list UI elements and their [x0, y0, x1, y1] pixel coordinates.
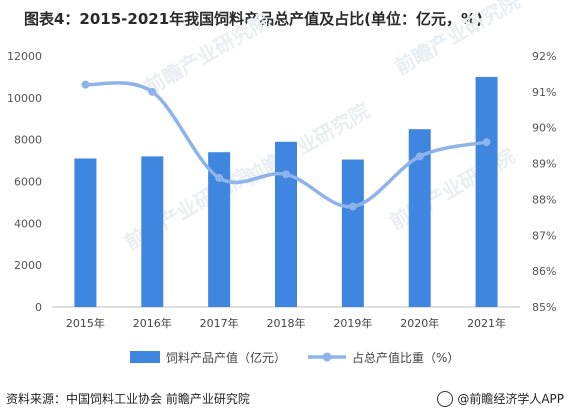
y-left-tick-label: 12000	[7, 50, 42, 63]
ratio-point-2021年	[482, 138, 491, 147]
bar-2021年	[475, 76, 498, 308]
bar-2017年	[208, 152, 231, 307]
y-right-tick-label: 91%	[532, 86, 556, 99]
x-tick-label: 2017年	[200, 316, 239, 330]
x-tick-label: 2021年	[467, 316, 506, 330]
bar-2020年	[408, 129, 431, 307]
watermark-text: 前瞻产业研究院	[141, 9, 274, 100]
bar-2016年	[141, 156, 164, 307]
bar-2019年	[341, 159, 364, 307]
y-right-tick-label: 92%	[532, 50, 556, 63]
y-left-tick-label: 6000	[14, 176, 42, 189]
y-right-tick-label: 89%	[532, 158, 556, 171]
source-note: 资料来源：中国饲料工业协会 前瞻产业研究院	[6, 392, 250, 406]
ratio-point-2020年	[415, 152, 424, 161]
x-tick-label: 2015年	[66, 316, 105, 330]
x-tick-label: 2018年	[267, 316, 306, 330]
bar-2018年	[275, 141, 297, 307]
legend-line-marker	[322, 352, 332, 362]
y-right-tick-label: 87%	[532, 229, 556, 242]
watermark-text: 前瞻产业研究院	[391, 0, 524, 79]
y-left-tick-label: 2000	[14, 259, 42, 272]
legend-bar-swatch	[130, 351, 160, 363]
y-right-tick-label: 90%	[532, 122, 556, 135]
ratio-point-2019年	[348, 202, 357, 211]
x-tick-label: 2019年	[333, 316, 372, 330]
x-tick-label: 2020年	[400, 316, 439, 330]
chart-title: 图表4：2015-2021年我国饲料产品总产值及占比(单位：亿元，%)	[24, 10, 483, 28]
y-left-tick-label: 10000	[7, 92, 42, 105]
y-right-tick-label: 85%	[532, 301, 556, 314]
y-left-tick-label: 4000	[14, 217, 42, 230]
ratio-point-2018年	[282, 170, 290, 179]
brand-text: @前瞻经济学人APP	[457, 392, 564, 406]
y-left-tick-label: 8000	[14, 134, 42, 147]
bar-2015年	[74, 158, 97, 307]
brand-logo-icon	[437, 390, 454, 407]
x-tick-label: 2016年	[133, 316, 172, 330]
brand-label: @前瞻经济学人APP	[437, 390, 564, 407]
watermark-text: 前瞻产业研究院	[386, 144, 519, 235]
watermark-text: 前瞻产业研究院	[121, 164, 254, 255]
y-right-tick-label: 88%	[532, 193, 556, 206]
legend-bar-label: 饲料产品产值（亿元）	[166, 350, 286, 365]
ratio-point-2016年	[148, 87, 157, 96]
y-left-tick-label: 0	[35, 301, 42, 314]
y-right-tick-label: 86%	[532, 265, 556, 278]
legend-line-label: 占总产值比重（%）	[352, 350, 459, 365]
ratio-point-2015年	[81, 80, 90, 89]
ratio-point-2017年	[215, 173, 224, 182]
